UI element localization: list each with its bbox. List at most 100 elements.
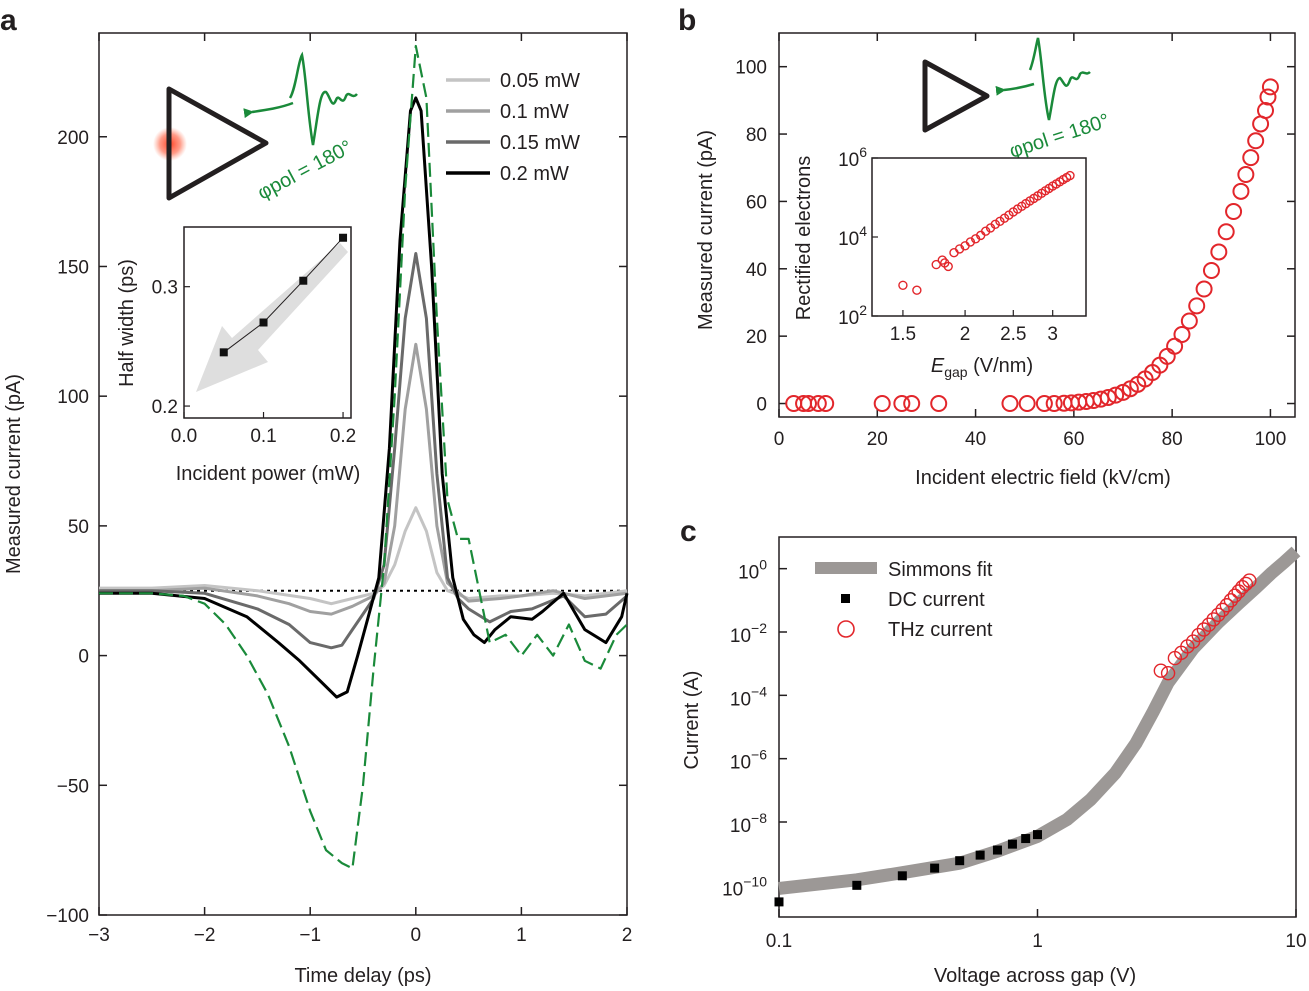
panel-c-series	[774, 546, 1301, 907]
panel-b-point	[1045, 395, 1063, 413]
panel-b-xlabel: Incident electric field (kV/cm)	[915, 467, 1171, 489]
panel-c-thz-point	[1215, 602, 1230, 618]
panel-a-inset-ytick-label: 0.2	[152, 397, 178, 418]
panel-b-point	[930, 395, 948, 413]
panel-b-point	[1210, 243, 1228, 261]
panel-a-schematic: φpol = 180°	[153, 51, 358, 204]
panel-a-xtick-label: 1	[516, 925, 527, 946]
panel-b-inset-xtick-label: 1.5	[890, 324, 916, 345]
panel-a-xtick-label: −1	[299, 925, 321, 946]
panel-b-ylabel: Measured current (pA)	[695, 130, 717, 330]
panel-a-ytick-label: 150	[57, 257, 89, 278]
panel-b-point	[809, 395, 827, 413]
panel-a-legend-label: 0.05 mW	[500, 70, 580, 92]
panel-b-point	[1195, 280, 1213, 298]
panel-b-ytick-label: 0	[756, 395, 767, 416]
panel-c-xtick-label: 0.1	[766, 931, 792, 952]
panel-c-thz-point	[1231, 584, 1246, 599]
panel-b-inset-point	[912, 285, 922, 295]
panel-c-dc-point	[852, 880, 862, 890]
panel-b-inset-xlabel: Egap (V/nm)	[931, 355, 1033, 380]
panel-c-thz-point	[1160, 665, 1176, 681]
panel-b-point	[903, 395, 921, 413]
panel-b-inset-xtick-label: 2	[960, 324, 971, 345]
panel-c-dc-point	[774, 897, 784, 907]
panel-b-inset-point	[1065, 170, 1075, 181]
panel-a-legend-label: 0.1 mW	[500, 101, 569, 123]
panel-b-inset-xtick-label: 3	[1047, 324, 1058, 345]
panel-b-inset-ticks: 1.5 2 2.5 3 102 104 106	[838, 144, 1058, 345]
panel-a-ytick-label: 0	[78, 647, 89, 668]
panel-a-inset-xtick-label: 0.2	[330, 426, 356, 447]
panel-b-xtick-label: 80	[1162, 429, 1183, 450]
panel-c-xtick-label: 1	[1032, 931, 1043, 952]
panel-c-xlabel: Voltage across gap (V)	[934, 965, 1136, 987]
panel-b-xtick-label: 60	[1063, 429, 1084, 450]
panel-a-series-line	[99, 96, 629, 699]
thz-arrow-icon	[243, 101, 294, 119]
panel-c-xtick-label: 10	[1285, 931, 1306, 952]
panel-c-ytick-label: 100	[738, 557, 767, 584]
panel-a: a −3 −2 −1 0 1 2 −100 −50 0 50 100 150 200 Time dela…	[0, 4, 632, 987]
thz-pulse-icon	[288, 51, 358, 146]
panel-a-inset-xtick-label: 0.1	[250, 426, 276, 447]
panel-a-inset: 0.0 0.1 0.2 0.2 0.3 Incident power (mW) Half…	[116, 226, 361, 485]
panel-a-inset-point	[299, 276, 308, 285]
panel-c-legend: Simmons fit DC current THz current	[815, 559, 993, 641]
panel-c-thz-point	[1219, 598, 1235, 613]
panel-b-inset-point	[898, 280, 908, 290]
thz-pulse-icon-b	[1028, 37, 1091, 121]
panel-b-point	[1257, 101, 1275, 119]
panel-c-legend-fit-label: Simmons fit	[888, 559, 993, 581]
panel-b-point	[1259, 88, 1277, 106]
panel-a-legend: 0.05 mW 0.1 mW 0.15 mW 0.2 mW	[446, 70, 580, 185]
panel-b-inset-point	[931, 259, 941, 270]
power-trend-arrow-icon	[196, 243, 348, 392]
panel-a-ytick-label: −100	[46, 906, 89, 927]
panel-b-ytick-label: 40	[746, 260, 767, 281]
panel-b-point	[1225, 203, 1243, 221]
panel-b-point	[1035, 395, 1053, 413]
panel-b-xtick-label: 100	[1255, 429, 1287, 450]
panel-a-ytick-label: 50	[68, 517, 89, 538]
panel-c-thz-point	[1196, 622, 1212, 637]
panel-b-point	[1166, 337, 1184, 355]
triangle-antenna-icon-b	[922, 59, 990, 133]
triangle-antenna-icon	[166, 86, 269, 201]
panel-a-polarization: φpol = 180°	[254, 136, 356, 204]
panel-b-point	[1247, 132, 1265, 150]
panel-a-series-line	[99, 252, 628, 650]
panel-c-thz-point	[1238, 576, 1254, 592]
panel-b-point	[1001, 395, 1019, 413]
panel-c-dc-point	[975, 850, 985, 860]
panel-c-legend-thz-swatch	[837, 620, 855, 638]
panel-c-thz-point	[1153, 663, 1169, 678]
panel-c-frame	[778, 536, 1297, 918]
panel-c-axis-ticks: 0.1 1 10 100 10−2 10−4 10−6 10−8 10−10	[722, 557, 1306, 952]
panel-a-inset-xlabel: Incident power (mW)	[176, 463, 361, 485]
panel-a-inset-ytick-label: 0.3	[152, 278, 178, 299]
panel-a-inset-ylabel: Half width (ps)	[116, 259, 138, 387]
panel-c-legend-dc-swatch	[841, 594, 850, 603]
panel-b-inset-xtick-label: 2.5	[1000, 324, 1026, 345]
panel-c-dc-point	[897, 871, 907, 881]
panel-a-legend-label: 0.2 mW	[500, 163, 569, 185]
panel-b-ytick-label: 60	[746, 192, 767, 213]
panel-c-dc-point	[1021, 834, 1031, 844]
panel-c-thz-point	[1210, 607, 1226, 622]
panel-b-inset-ytick-label: 104	[838, 223, 867, 250]
panel-c-ytick-label: 10−8	[730, 810, 767, 837]
panel-a-frame	[98, 32, 628, 916]
panel-b-point	[1180, 312, 1198, 330]
panel-b-point	[1173, 325, 1191, 343]
panel-b-xtick-label: 0	[774, 429, 785, 450]
panel-b-inset: 1.5 2 2.5 3 102 104 106 Rectified electrons Eg…	[793, 144, 1087, 380]
panel-b-inset-ytick-label: 102	[838, 302, 867, 329]
panel-c-ytick-label: 10−6	[730, 747, 767, 774]
panel-a-ytick-label: −50	[57, 776, 89, 797]
panel-b-point	[1242, 149, 1260, 167]
panel-a-series-line	[99, 342, 628, 616]
panel-a-xtick-label: −2	[194, 925, 216, 946]
panel-b-ytick-label: 80	[746, 125, 767, 146]
